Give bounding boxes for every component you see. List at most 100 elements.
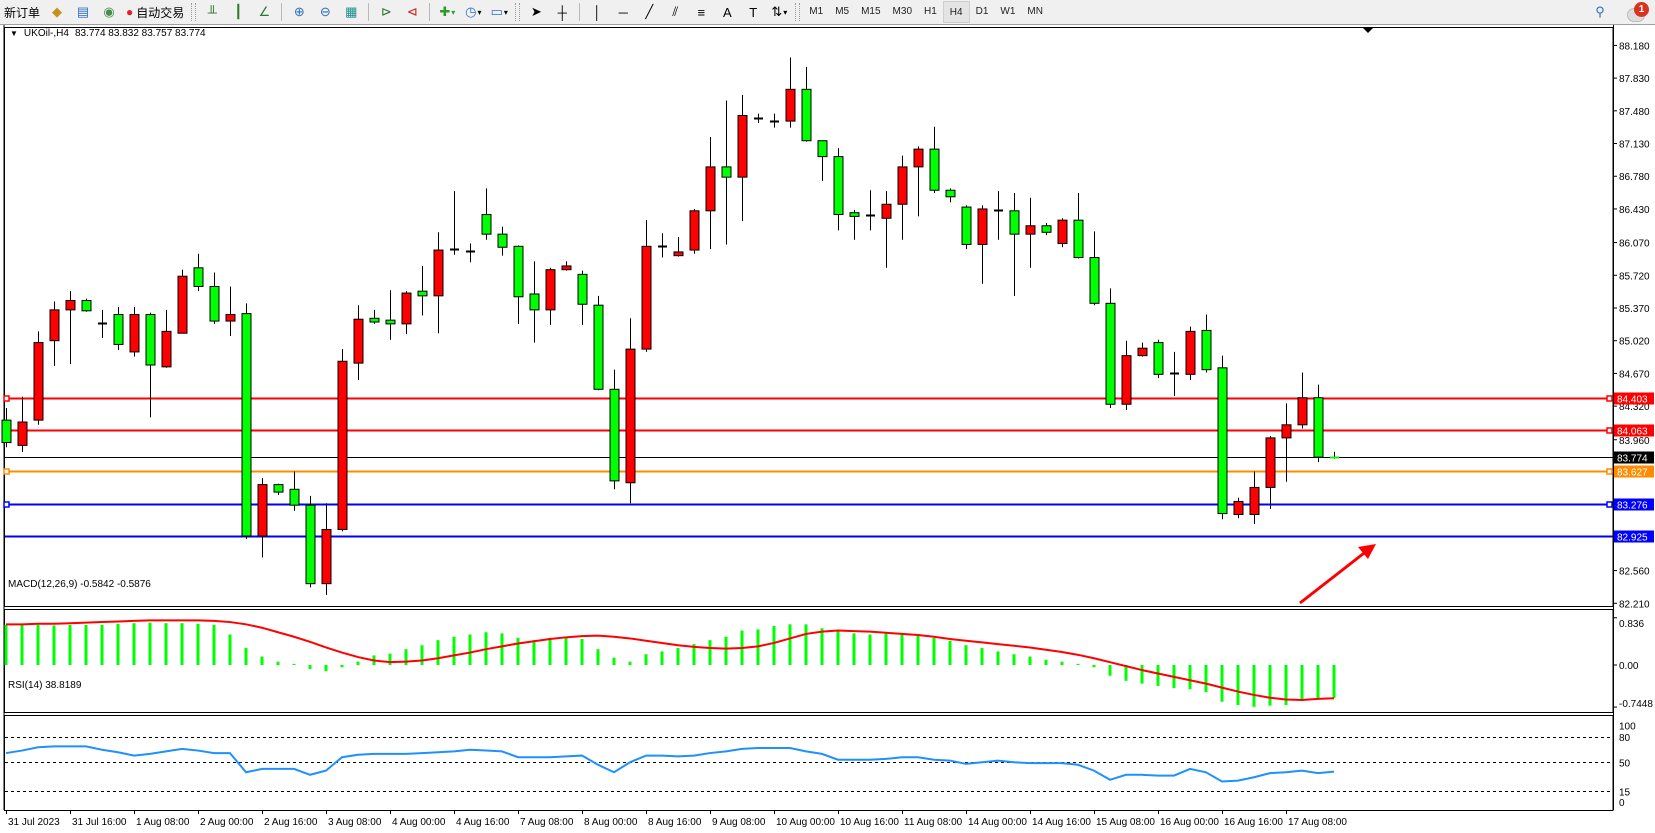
time-axis-label: 4 Aug 16:00 — [456, 817, 510, 828]
candle — [209, 272, 220, 324]
candle — [17, 396, 28, 452]
chart-canvas[interactable]: 88.180 87.830 87.480 87.130 86.780 86.430 86.0… — [0, 25, 1655, 833]
macd-bar — [84, 624, 88, 665]
candle — [866, 190, 875, 231]
chart-shift-icon[interactable]: ⊲ — [406, 4, 418, 19]
candle — [1089, 231, 1100, 306]
timeframe-w1[interactable]: W1 — [1000, 5, 1016, 17]
timeframe-m1[interactable]: M1 — [809, 5, 824, 17]
new-order-button[interactable]: 新订单 — [4, 5, 41, 20]
periods-clock-icon[interactable]: ◷ ▾ — [465, 4, 482, 19]
indicators-icon[interactable]: ✚ ▾ — [439, 4, 456, 19]
timeframe-d1[interactable]: D1 — [975, 5, 989, 17]
price-axis-label: 86.070 — [1619, 239, 1650, 250]
macd-bar — [468, 634, 472, 665]
chart-window[interactable]: 88.180 87.830 87.480 87.130 86.780 86.430 86.0… — [0, 25, 1655, 833]
candle-body — [273, 484, 284, 493]
macd-bar — [788, 624, 792, 665]
market-watch-icon[interactable]: ◆ — [52, 4, 63, 19]
macd-bar — [836, 631, 840, 665]
candle-body — [49, 309, 60, 342]
candle-body — [193, 267, 204, 288]
auto-scroll-icon[interactable]: ⊳ — [380, 4, 392, 19]
trendline-icon[interactable]: ╱ — [645, 4, 654, 19]
timeframe-h1[interactable]: H1 — [924, 5, 937, 17]
cursor-icon[interactable]: ➤ — [530, 4, 542, 19]
timeframe-m30[interactable]: M30 — [892, 5, 912, 17]
candles — [1, 57, 1339, 595]
horizontal-line-icon[interactable]: ─ — [618, 4, 628, 20]
rsi-axis-label: 0 — [1619, 798, 1625, 809]
macd-bar — [676, 648, 680, 665]
text-icon[interactable]: A — [722, 4, 732, 20]
fibonacci-icon[interactable]: ≡ — [697, 4, 706, 20]
arrows-icon[interactable]: ⇅ ▾ — [771, 4, 788, 19]
collapse-triangle-icon[interactable]: ▼ — [10, 29, 18, 38]
candle-body — [1041, 225, 1052, 233]
candle — [770, 113, 779, 128]
tile-windows-icon[interactable]: ▦ — [345, 4, 358, 19]
data-window-icon[interactable]: ▤ — [76, 4, 90, 19]
equidistant-channel-icon[interactable]: ⫽ — [672, 4, 679, 19]
candle — [545, 267, 556, 325]
zoom-in-icon[interactable]: ⊕ — [293, 4, 305, 19]
candle — [577, 270, 588, 325]
price-axis-label: 87.830 — [1619, 74, 1650, 85]
bar-chart-icon[interactable]: ╨ — [207, 4, 217, 20]
candle-body — [1, 419, 12, 444]
candle-body — [1217, 367, 1228, 515]
zoom-out-icon[interactable]: ⊖ — [319, 4, 331, 19]
candle-body — [1009, 210, 1020, 235]
candle — [433, 232, 444, 334]
auto-trading-button[interactable]: ● 自动交易 — [124, 2, 186, 22]
vertical-line-icon[interactable]: │ — [593, 4, 602, 20]
text-label-icon[interactable]: T — [749, 4, 758, 20]
toolbar-grip[interactable] — [795, 3, 801, 21]
signals-icon[interactable]: ◉ — [103, 4, 115, 19]
line-anchor-handle — [1606, 427, 1613, 434]
macd-bar — [292, 663, 296, 665]
chart-background — [0, 25, 1655, 833]
search-icon[interactable]: ⚲ — [1595, 4, 1605, 19]
macd-bar — [868, 634, 872, 665]
timeframe-m15[interactable]: M15 — [861, 5, 881, 17]
timeframe-m5[interactable]: M5 — [835, 5, 850, 17]
candle-body — [689, 210, 700, 251]
timeframe-h4[interactable]: H4 — [942, 1, 970, 23]
candle-body — [529, 293, 540, 311]
toolbar-grip[interactable] — [515, 3, 521, 21]
notifications-button[interactable]: 1 — [1627, 2, 1649, 22]
candle-body — [561, 265, 572, 271]
candlestick-chart-icon[interactable]: ┃ — [234, 4, 243, 19]
macd-bar — [68, 624, 72, 665]
macd-bar — [164, 623, 168, 665]
macd-histogram — [4, 622, 1336, 707]
candle — [513, 245, 524, 324]
macd-bar — [500, 633, 504, 665]
price-line-label-bg — [1614, 465, 1654, 478]
annotation-arrow-head-icon — [1358, 544, 1376, 559]
line-chart-icon[interactable]: ∠ — [258, 4, 271, 19]
price-line-label-bg — [1614, 498, 1654, 511]
time-axis-label: 14 Aug 00:00 — [968, 817, 1027, 828]
templates-icon[interactable]: ▭ ▾ — [490, 4, 508, 19]
rsi-axis-label: 15 — [1619, 787, 1631, 798]
candle — [98, 309, 107, 338]
rsi-axis-label: 80 — [1619, 733, 1631, 744]
timeframe-mn[interactable]: MN — [1027, 5, 1043, 17]
candle-body — [177, 275, 188, 334]
candle-body — [81, 300, 92, 312]
candle — [817, 140, 828, 181]
toolbar-separator — [579, 3, 581, 21]
candle-body — [481, 214, 492, 235]
price-axis-label: 85.370 — [1619, 304, 1650, 315]
crosshair-icon[interactable]: ┼ — [557, 4, 567, 20]
macd-bar — [964, 645, 968, 665]
candle-body — [545, 269, 556, 311]
toolbar-grip[interactable] — [191, 3, 197, 21]
time-axis-label: 31 Jul 16:00 — [72, 817, 127, 828]
price-line-label: 82.925 — [1617, 533, 1648, 544]
candle — [961, 205, 972, 250]
macd-bar — [820, 628, 824, 665]
time-axis-label: 31 Jul 2023 — [8, 817, 60, 828]
